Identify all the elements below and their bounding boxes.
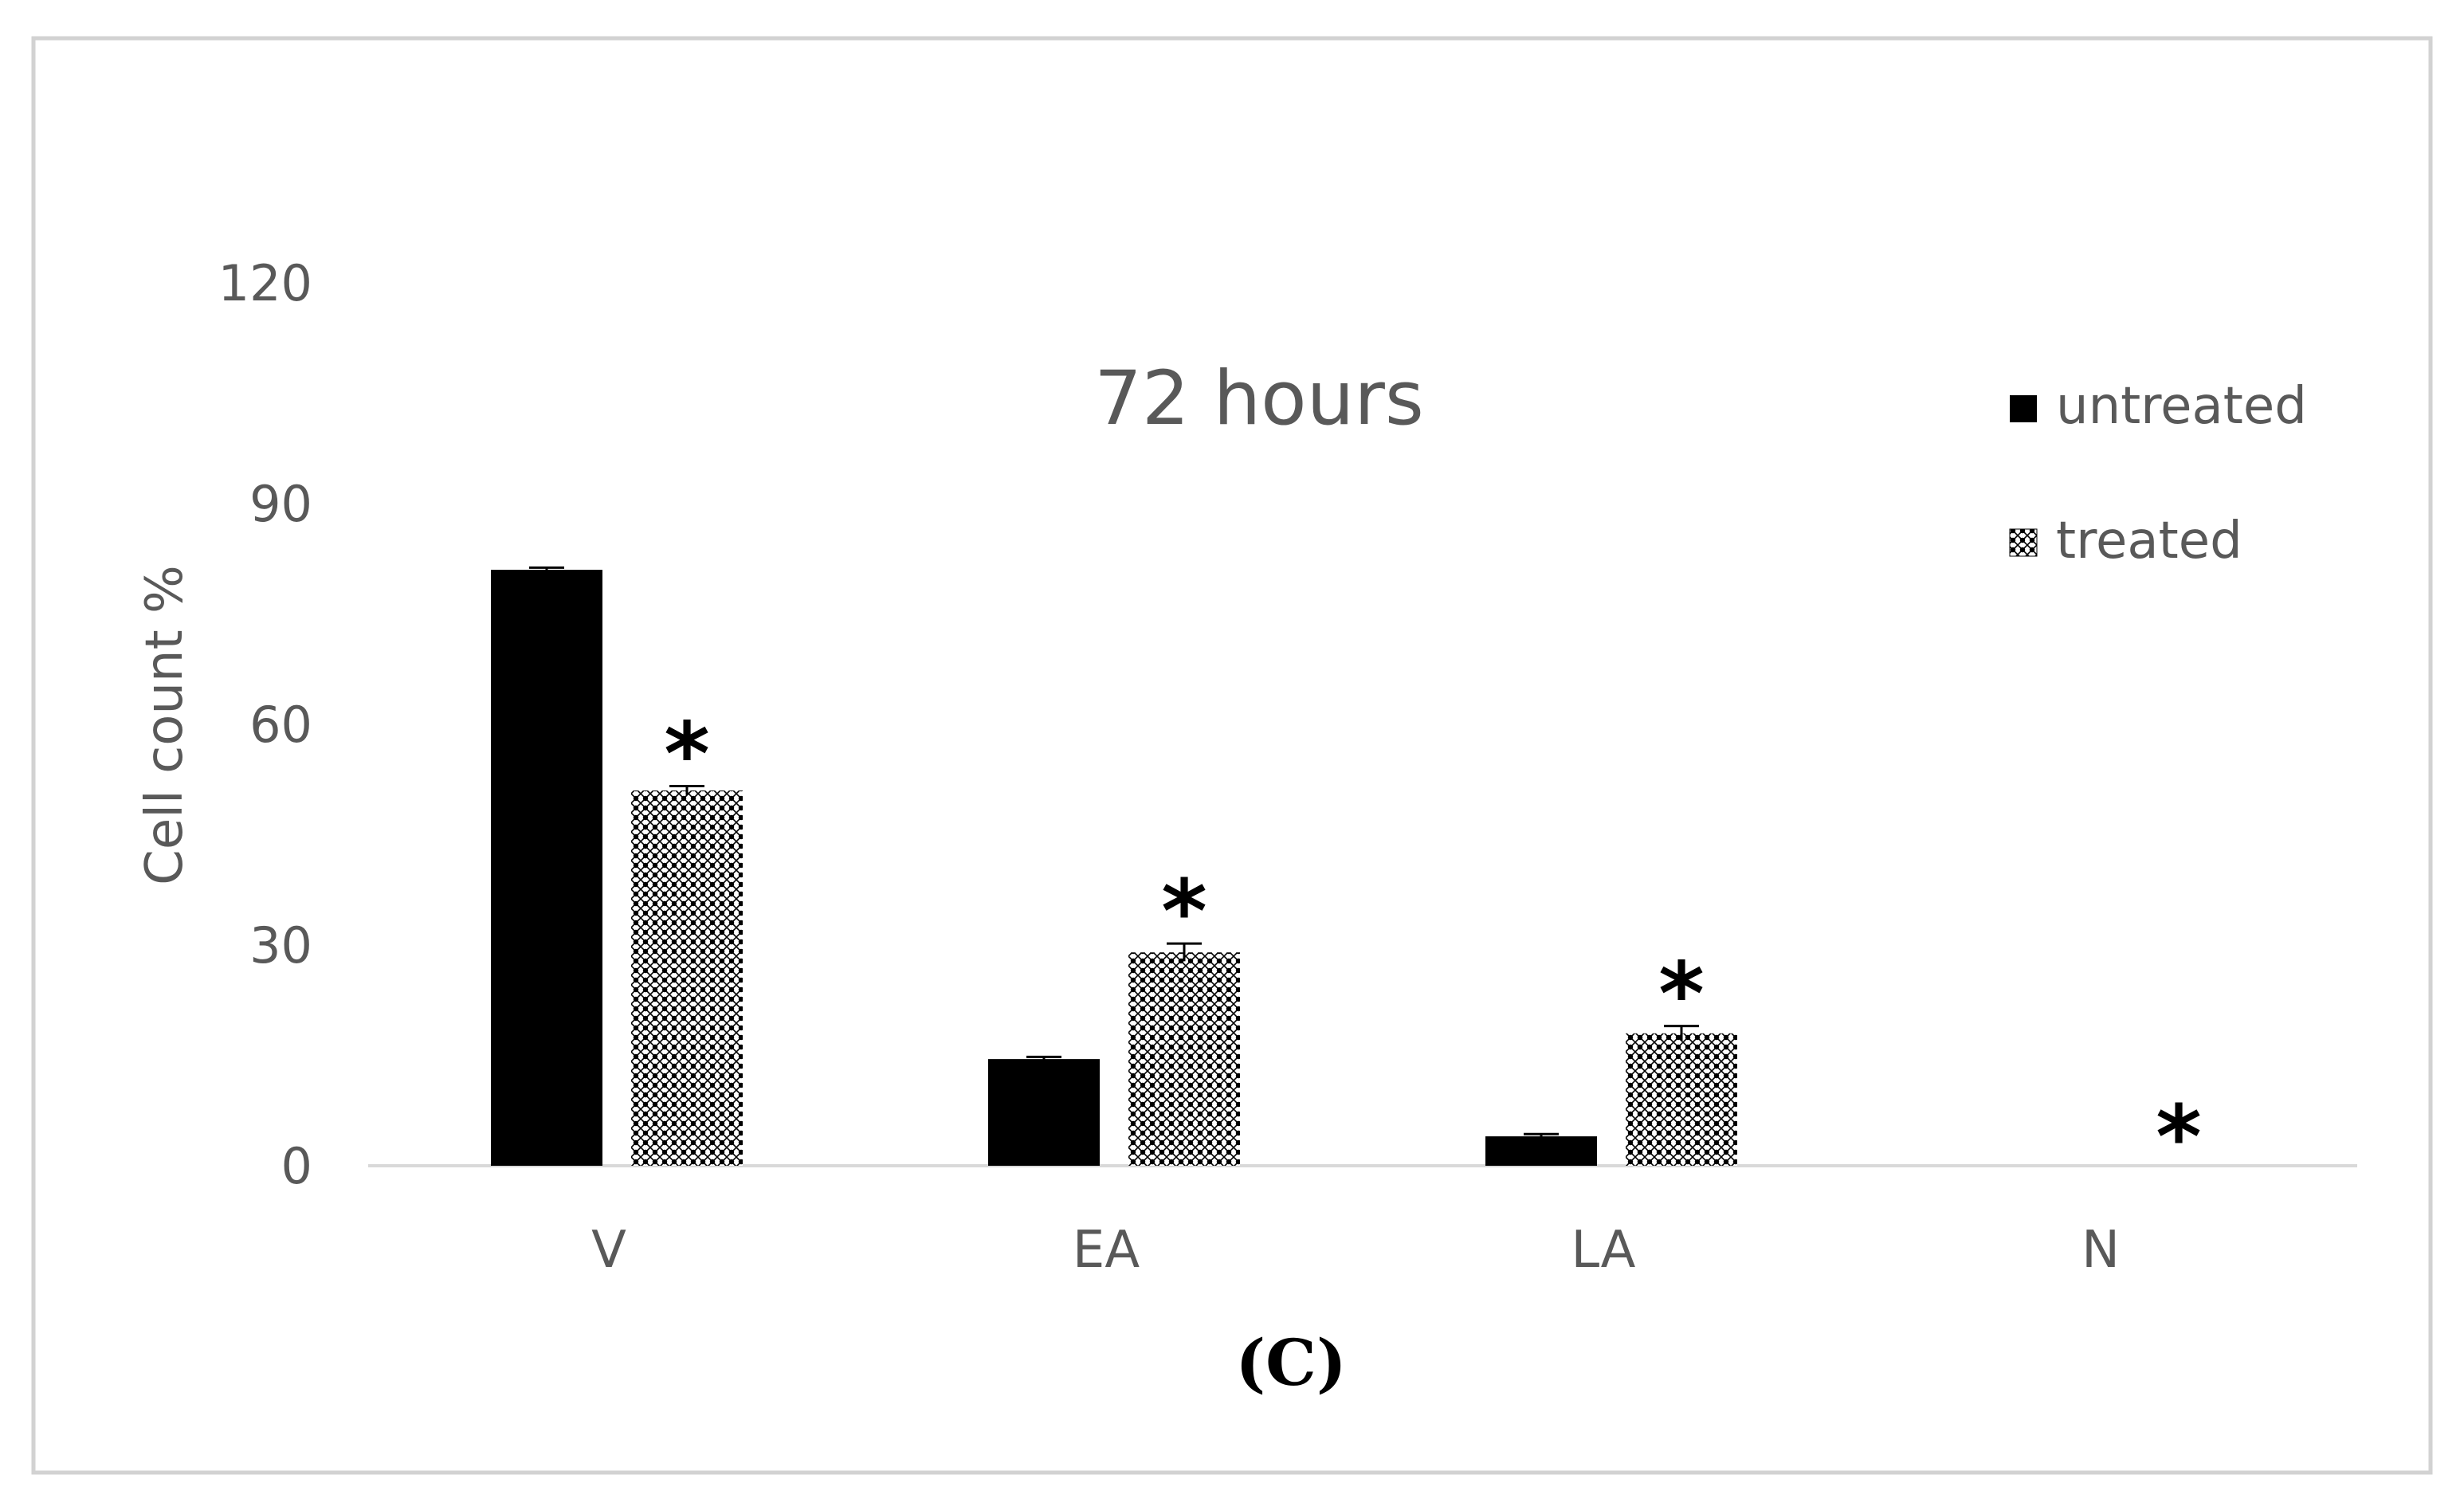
bar-untreated-EA [988,1059,1100,1166]
bar-treated-EA [1128,952,1240,1166]
chart-title: 72 hours [1094,355,1424,442]
y-tick-label: 120 [218,254,312,312]
significance-star: * [1658,943,1705,1045]
significance-star: * [1161,861,1207,963]
legend: untreated treated [2009,377,2307,571]
x-tick-label: N [2081,1221,2120,1280]
x-tick-label: V [591,1221,626,1280]
bar-untreated-V [491,570,602,1166]
x-tick-label: EA [1073,1221,1140,1280]
y-axis-ticks: 0 30 60 90 120 [218,254,312,1195]
x-axis-labels: V EA LA N [591,1221,2120,1280]
y-tick-label: 0 [281,1137,312,1195]
y-tick-label: 30 [249,916,312,975]
bar-treated-V [631,790,743,1166]
significance-star: * [2156,1086,2202,1188]
legend-swatch-treated [2009,528,2038,557]
bar-untreated-LA [1485,1136,1597,1166]
figure-border [31,36,2433,1475]
significance-markers: * * * * [664,704,2202,1188]
y-tick-label: 90 [249,475,312,533]
y-tick-label: 60 [249,696,312,754]
legend-label-untreated: untreated [2056,377,2307,436]
legend-swatch-untreated [2010,395,2037,422]
bars-group [491,566,1737,1166]
bar-treated-LA [1626,1033,1737,1166]
figure-caption: (C) [1235,1325,1346,1400]
x-tick-label: LA [1571,1221,1636,1280]
y-axis-label: Cell count % [135,565,194,885]
legend-label-treated: treated [2056,512,2242,571]
significance-star: * [664,704,710,806]
